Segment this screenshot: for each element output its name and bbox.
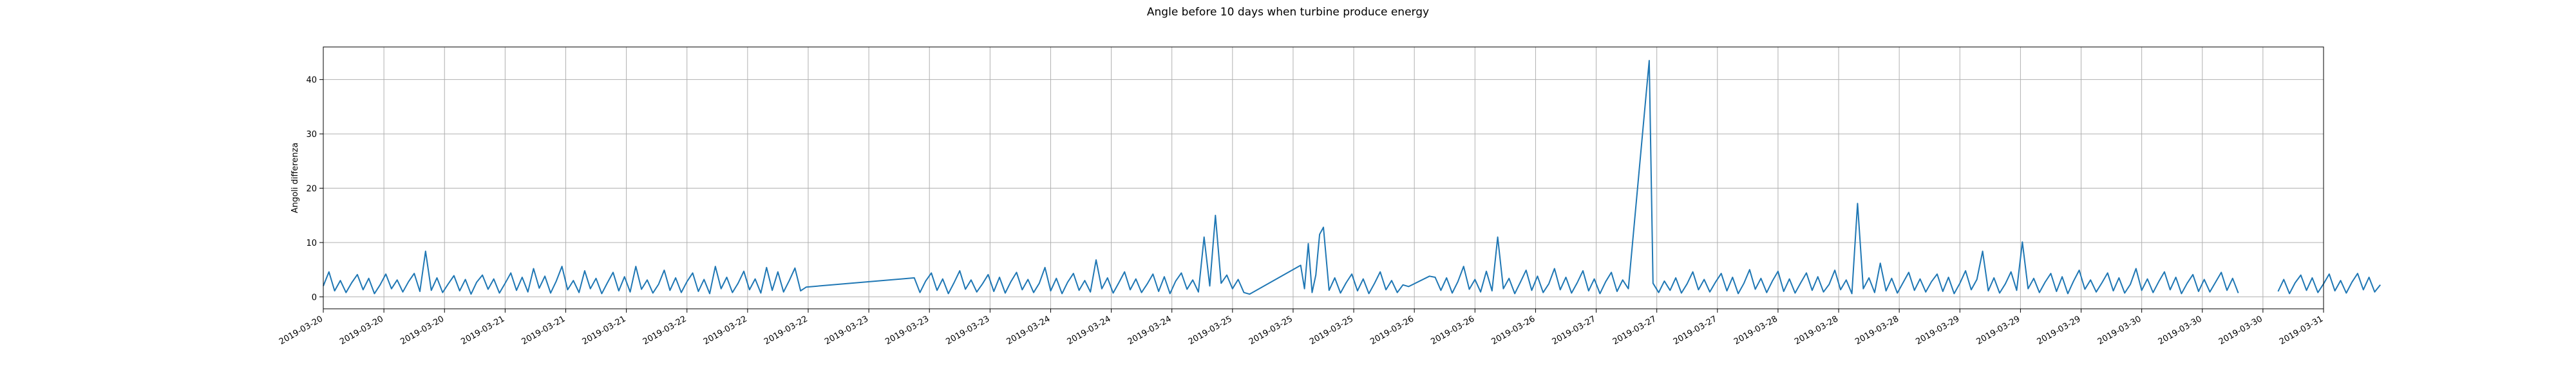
x-tick-label: 2019-03-22: [762, 314, 810, 347]
x-tick-label: 2019-03-26: [1368, 314, 1416, 347]
x-tick-label: 2019-03-26: [1490, 314, 1537, 347]
y-tick-label: 10: [306, 239, 317, 248]
x-tick-label: 2019-03-28: [1732, 314, 1779, 347]
x-tick-label: 2019-03-30: [2157, 314, 2204, 347]
y-tick-label: 40: [306, 76, 317, 86]
grid: [323, 47, 2324, 309]
x-tick-label: 2019-03-21: [459, 314, 506, 347]
x-tick-label: 2019-03-24: [1066, 314, 1113, 347]
x-tick-label: 2019-03-23: [944, 314, 991, 347]
x-tick-label: 2019-03-28: [1793, 314, 1840, 347]
x-tick-label: 2019-03-24: [1126, 314, 1173, 347]
x-tick-label: 2019-03-30: [2096, 314, 2143, 347]
x-tick-label: 2019-03-27: [1611, 314, 1658, 347]
x-tick-label: 2019-03-21: [520, 314, 567, 347]
y-tick-label: 20: [306, 185, 317, 194]
chart-title: Angle before 10 days when turbine produc…: [1147, 6, 1429, 19]
x-tick-label: 2019-03-20: [278, 314, 325, 347]
x-tick-label: 2019-03-29: [2036, 314, 2083, 347]
x-tick-label: 2019-03-27: [1672, 314, 1719, 347]
y-axis: 0 10 20 30 40: [306, 76, 323, 302]
y-tick-label: 30: [306, 130, 317, 140]
x-tick-label: 2019-03-29: [1975, 314, 2022, 347]
x-tick-label: 2019-03-20: [399, 314, 446, 347]
x-tick-label: 2019-03-24: [1005, 314, 1052, 347]
x-tick-label: 2019-03-30: [2217, 314, 2264, 347]
x-tick-label: 2019-03-23: [823, 314, 870, 347]
plot-frame: [323, 46, 2324, 309]
y-tick-label: 0: [312, 293, 317, 302]
x-tick-label: 2019-03-29: [1914, 314, 1961, 347]
x-tick-label: 2019-03-26: [1429, 314, 1476, 347]
series-line: [2277, 273, 2381, 295]
x-tick-label: 2019-03-25: [1308, 314, 1355, 347]
x-tick-label: 2019-03-27: [1551, 314, 1598, 347]
x-tick-label: 2019-03-22: [641, 314, 688, 347]
y-axis-label: Angoli differenza: [290, 143, 300, 214]
x-axis: 2019-03-20 2019-03-20 2019-03-20 2019-03-21…: [278, 309, 2325, 347]
x-tick-label: 2019-03-22: [702, 314, 749, 347]
x-tick-label: 2019-03-25: [1247, 314, 1294, 347]
series-group: [323, 60, 2381, 295]
x-tick-label: 2019-03-28: [1853, 314, 1900, 347]
x-tick-label: 2019-03-23: [884, 314, 931, 347]
x-tick-label: 2019-03-21: [581, 314, 628, 347]
x-tick-label: 2019-03-31: [2278, 314, 2325, 347]
x-tick-label: 2019-03-25: [1187, 314, 1234, 347]
x-tick-label: 2019-03-20: [338, 314, 385, 347]
series-line: [323, 60, 2239, 295]
